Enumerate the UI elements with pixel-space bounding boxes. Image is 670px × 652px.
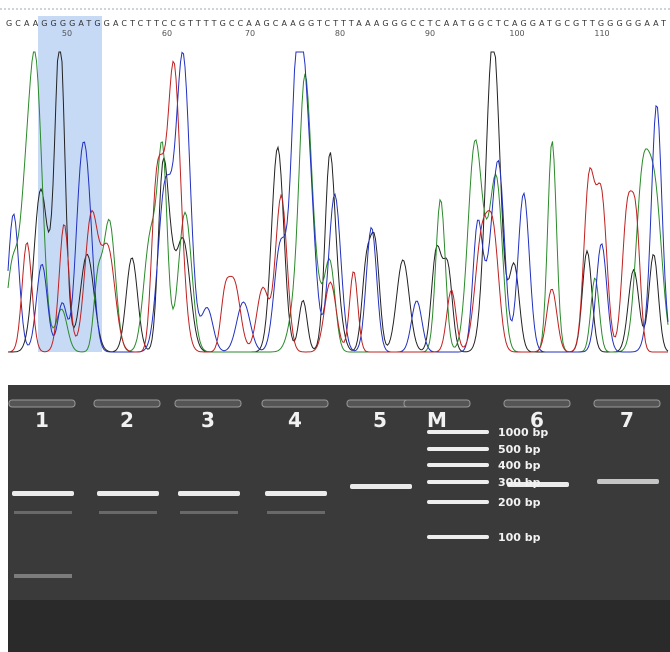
- trace: [8, 52, 668, 352]
- position-label: 80: [335, 29, 345, 38]
- band: [12, 491, 74, 496]
- band: [597, 479, 659, 484]
- ladder-band: [427, 447, 489, 451]
- faint-band: [180, 511, 238, 514]
- band: [178, 491, 240, 496]
- lane-label: 1: [35, 408, 49, 432]
- traces: [8, 52, 668, 352]
- lane-label: 3: [201, 408, 215, 432]
- band: [97, 491, 159, 496]
- band: [350, 484, 412, 489]
- figure: GCAAGGGGATGGACTCTTCCGTTTTGCCAAGCAAGGTCTT…: [0, 0, 670, 652]
- position-label: 50: [62, 29, 72, 38]
- lane-label: 4: [288, 408, 302, 432]
- ladder-band: [427, 500, 489, 504]
- well: [504, 400, 570, 407]
- trace: [8, 62, 668, 353]
- well: [175, 400, 241, 407]
- ladder-label: 500 bp: [498, 443, 541, 456]
- lane-label: 7: [620, 408, 634, 432]
- ladder-label: 100 bp: [498, 531, 541, 544]
- well: [594, 400, 660, 407]
- faint-band: [267, 511, 325, 514]
- ladder-label: 300 bp: [498, 476, 541, 489]
- lane-label: 2: [120, 408, 134, 432]
- ladder-band: [427, 535, 489, 539]
- well: [9, 400, 75, 407]
- ladder-label: 400 bp: [498, 459, 541, 472]
- ladder-band: [427, 480, 489, 484]
- position-label: 70: [245, 29, 255, 38]
- position-label: 90: [425, 29, 435, 38]
- well: [404, 400, 470, 407]
- well: [262, 400, 328, 407]
- faint-band: [14, 511, 72, 514]
- ladder-band: [427, 430, 489, 434]
- trace: [8, 52, 668, 352]
- sequence: GCAAGGGGATGGACTCTTCCGTTTTGCCAAGCAAGGTCTT…: [6, 19, 666, 28]
- ladder-band: [427, 463, 489, 467]
- trace: [8, 52, 668, 352]
- well: [347, 400, 413, 407]
- lane-label: M: [427, 408, 447, 432]
- well: [94, 400, 160, 407]
- position-label: 110: [594, 29, 609, 38]
- lane-label: 5: [373, 408, 387, 432]
- faint-band: [14, 574, 72, 578]
- band: [265, 491, 327, 496]
- gel-shade: [8, 600, 670, 652]
- faint-band: [99, 511, 157, 514]
- position-label: 60: [162, 29, 172, 38]
- ladder-label: 1000 bp: [498, 426, 548, 439]
- ladder-label: 200 bp: [498, 496, 541, 509]
- position-label: 100: [509, 29, 524, 38]
